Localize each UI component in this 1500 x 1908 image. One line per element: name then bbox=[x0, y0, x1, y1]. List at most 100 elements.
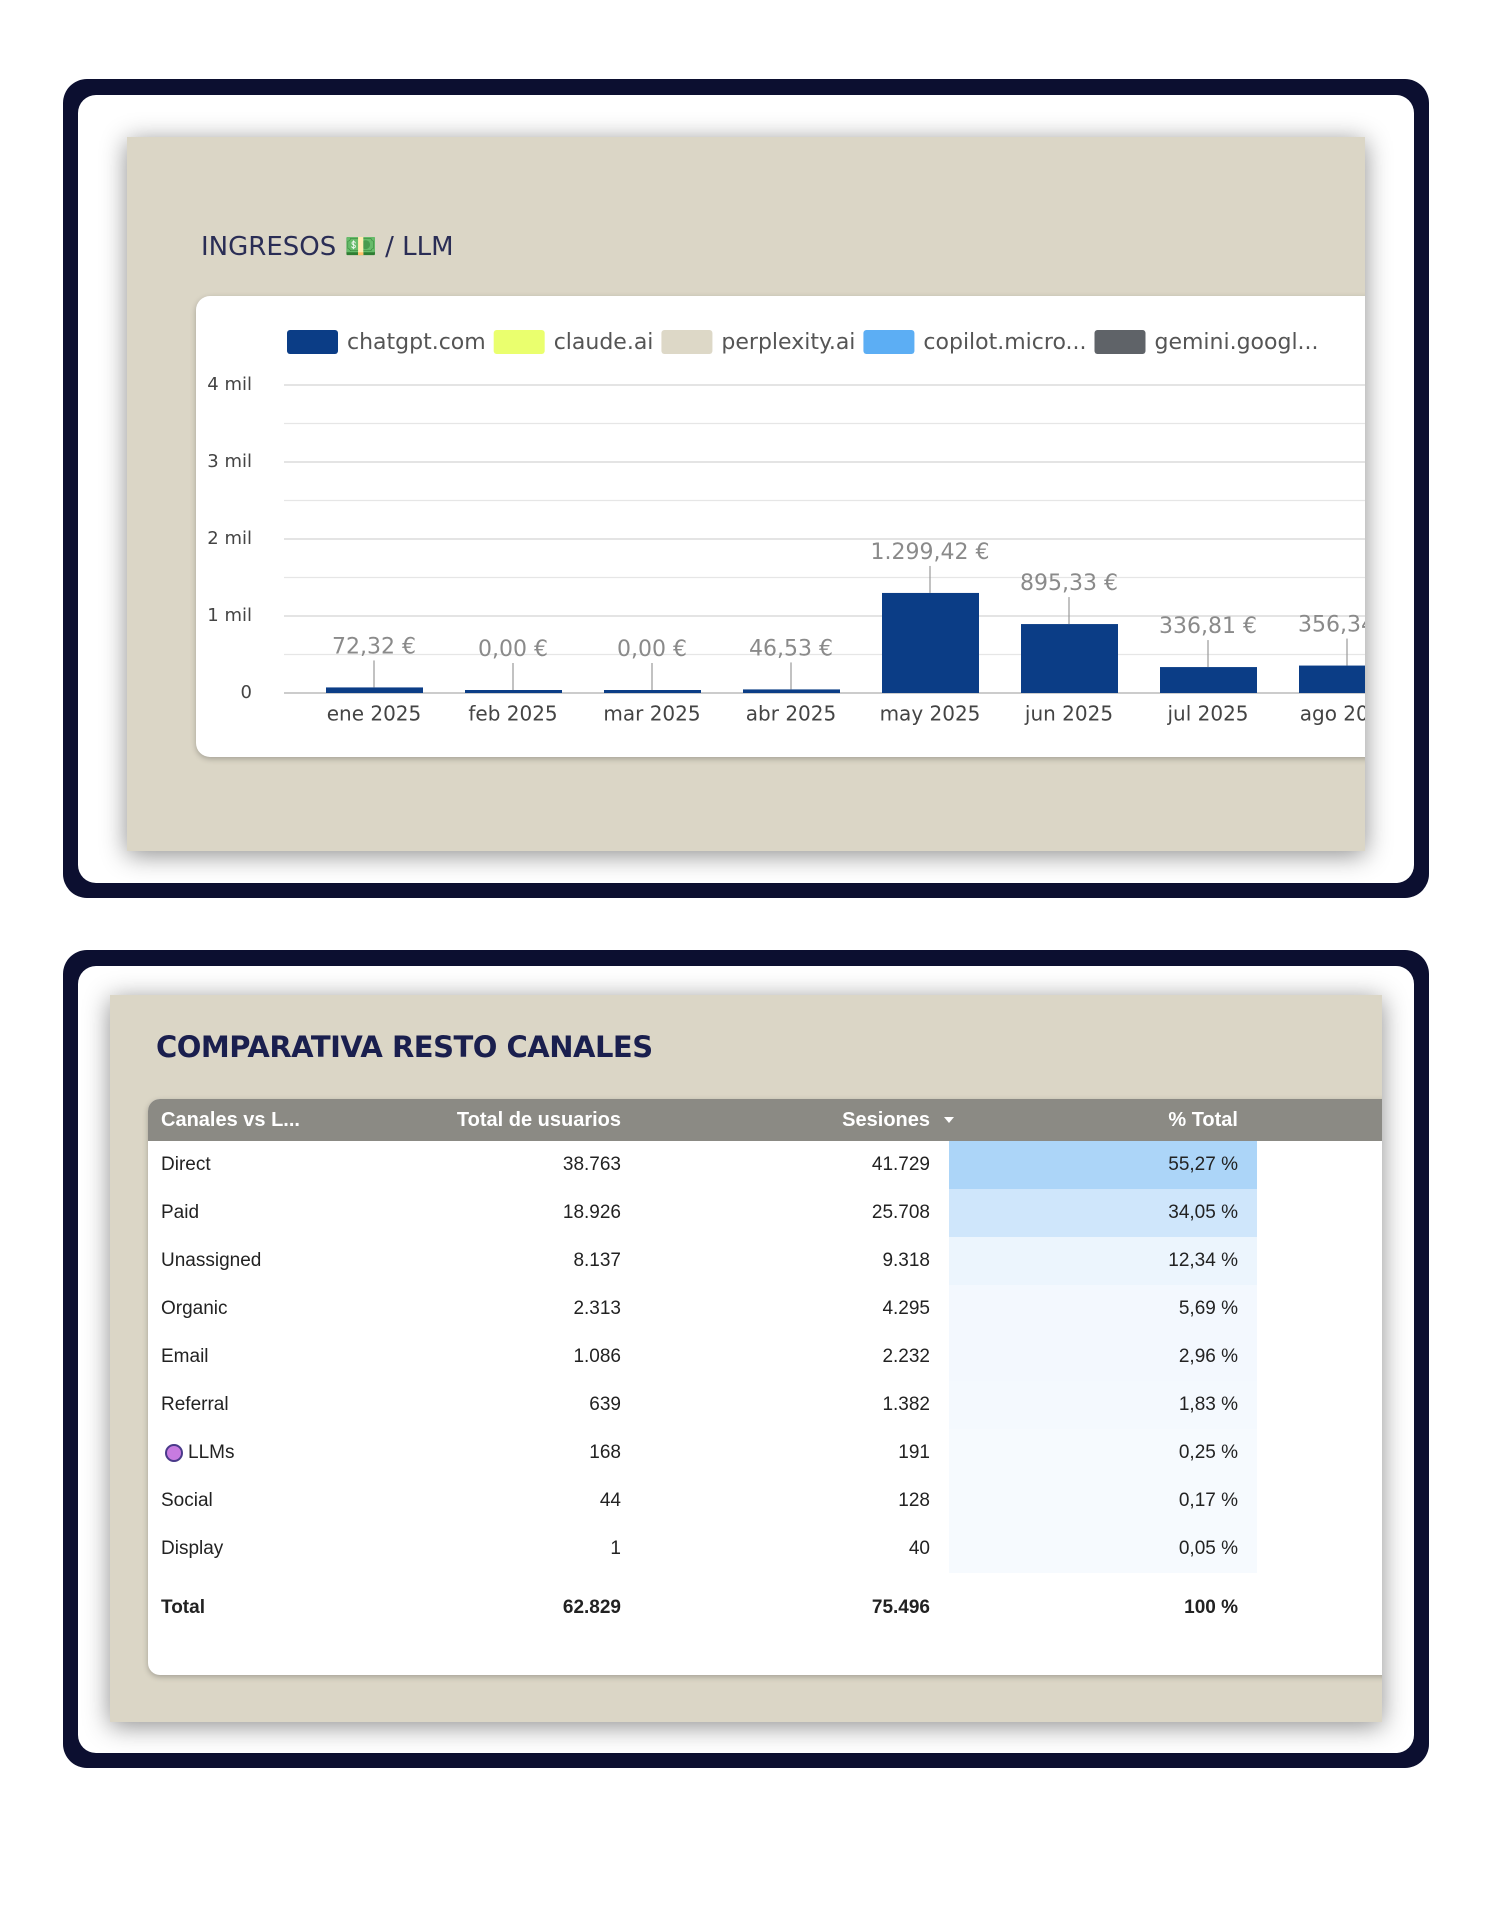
column-header: Total de usuarios bbox=[456, 1109, 621, 1131]
heat-cell bbox=[949, 1237, 1257, 1285]
row-label: Social bbox=[161, 1490, 213, 1511]
cell-value: 55,27 % bbox=[1168, 1154, 1238, 1175]
row-label: Email bbox=[161, 1346, 209, 1367]
cell-value: 0,17 % bbox=[1178, 1490, 1238, 1511]
row-label: Display bbox=[161, 1538, 224, 1559]
total-value: 62.829 bbox=[562, 1597, 621, 1618]
value-label: 336,81 € bbox=[1159, 614, 1257, 639]
y-tick-label: 0 bbox=[241, 682, 252, 703]
cell-value: 1 bbox=[610, 1538, 621, 1559]
heat-cell bbox=[949, 1525, 1257, 1573]
cell-value: 2.313 bbox=[573, 1298, 621, 1319]
y-tick-label: 4 mil bbox=[207, 374, 252, 395]
cell-value: 1.086 bbox=[573, 1346, 621, 1367]
heat-cell bbox=[949, 1141, 1257, 1189]
bar bbox=[604, 690, 701, 693]
row-label: Paid bbox=[161, 1202, 200, 1223]
bar bbox=[1160, 667, 1257, 693]
total-value: 100 % bbox=[1184, 1597, 1238, 1618]
cell-value: 4.295 bbox=[882, 1298, 930, 1319]
x-tick-label: jul 2025 bbox=[1166, 702, 1248, 726]
legend-label: perplexity.ai bbox=[721, 330, 855, 355]
legend-swatch bbox=[661, 330, 713, 354]
heat-cell bbox=[949, 1333, 1257, 1381]
cell-value: 25.708 bbox=[871, 1202, 930, 1223]
heat-cell bbox=[949, 1477, 1257, 1525]
cell-value: 18.926 bbox=[562, 1202, 621, 1223]
x-tick-label: abr 2025 bbox=[746, 702, 836, 726]
legend-swatch bbox=[1094, 330, 1146, 354]
value-label: 46,53 € bbox=[749, 636, 833, 661]
cell-value: 1,83 % bbox=[1178, 1394, 1238, 1415]
chart-card: 0 1 mil 2 mil 3 mil 4 mil chatgpt.com claude.a… bbox=[196, 296, 1365, 757]
row-label: Unassigned bbox=[161, 1250, 262, 1271]
cell-value: 2.232 bbox=[882, 1346, 930, 1367]
llm-icon bbox=[165, 1444, 183, 1462]
cell-value: 2,96 % bbox=[1178, 1346, 1238, 1367]
value-label: 0,00 € bbox=[478, 637, 548, 662]
total-value: 75.496 bbox=[871, 1597, 930, 1618]
legend-label: gemini.googl... bbox=[1155, 330, 1319, 355]
total-value: Total bbox=[161, 1597, 205, 1618]
heat-cell bbox=[949, 1429, 1257, 1477]
legend-swatch bbox=[493, 330, 545, 354]
legend-label: chatgpt.com bbox=[347, 330, 486, 355]
cell-value: 40 bbox=[908, 1538, 930, 1559]
cell-value: 8.137 bbox=[573, 1250, 621, 1271]
column-header: Canales vs L... bbox=[161, 1109, 300, 1131]
y-tick-label: 2 mil bbox=[207, 528, 252, 549]
legend-label: claude.ai bbox=[554, 330, 654, 355]
cell-value: 0,05 % bbox=[1178, 1538, 1238, 1559]
row-label: Organic bbox=[161, 1298, 228, 1319]
heat-cell bbox=[949, 1189, 1257, 1237]
x-tick-label: jun 2025 bbox=[1024, 702, 1113, 726]
bar bbox=[1021, 624, 1118, 693]
heat-cell bbox=[949, 1285, 1257, 1333]
bar bbox=[1299, 665, 1365, 693]
x-tick-label: may 2025 bbox=[880, 702, 981, 726]
chart-title: INGRESOS 💵 / LLM bbox=[201, 232, 454, 262]
y-tick-label: 1 mil bbox=[207, 605, 252, 626]
sort-header[interactable]: Sesiones bbox=[842, 1109, 930, 1131]
table-header: Canales vs L... Total de usuarios Sesiones… bbox=[148, 1099, 1382, 1141]
row-label: Referral bbox=[161, 1394, 229, 1415]
x-tick-label: feb 2025 bbox=[468, 702, 557, 726]
bar bbox=[326, 687, 423, 693]
sort-icon bbox=[944, 1117, 954, 1123]
x-tick-label: ene 2025 bbox=[327, 702, 422, 726]
bar bbox=[743, 689, 840, 693]
chart: 0 1 mil 2 mil 3 mil 4 mil chatgpt.com claude.a… bbox=[207, 330, 1365, 726]
cell-value: 639 bbox=[589, 1394, 621, 1415]
cell-value: 128 bbox=[898, 1490, 930, 1511]
value-label: 895,33 € bbox=[1020, 571, 1118, 596]
cell-value: 1.382 bbox=[882, 1394, 930, 1415]
table-panel: COMPARATIVA RESTO CANALES Canales vs L..… bbox=[110, 995, 1382, 1722]
cell-value: 12,34 % bbox=[1168, 1250, 1238, 1271]
cell-value: 44 bbox=[599, 1490, 621, 1511]
bar bbox=[465, 690, 562, 693]
cell-value: 5,69 % bbox=[1178, 1298, 1238, 1319]
cell-value: 191 bbox=[898, 1442, 930, 1463]
bar bbox=[882, 592, 979, 693]
value-label: 356,34 € bbox=[1298, 613, 1365, 638]
cell-value: 168 bbox=[589, 1442, 621, 1463]
value-label: 72,32 € bbox=[332, 634, 416, 659]
x-tick-label: ago 2025 bbox=[1300, 702, 1365, 726]
heat-cell bbox=[949, 1381, 1257, 1429]
row-label: LLMs bbox=[188, 1442, 235, 1463]
cell-value: 38.763 bbox=[562, 1154, 621, 1175]
cell-value: 9.318 bbox=[882, 1250, 930, 1271]
cell-value: 41.729 bbox=[871, 1154, 930, 1175]
y-tick-label: 3 mil bbox=[207, 451, 252, 472]
table-card: Canales vs L... Total de usuarios Sesiones… bbox=[148, 1099, 1382, 1675]
cell-value: 0,25 % bbox=[1178, 1442, 1238, 1463]
legend-label: copilot.micro... bbox=[923, 330, 1086, 355]
legend-swatch bbox=[287, 330, 338, 354]
value-label: 0,00 € bbox=[617, 637, 687, 662]
chart-panel: INGRESOS 💵 / LLM 0 1 mil 2 mil 3 mil 4 mil ch… bbox=[127, 137, 1365, 851]
x-tick-label: mar 2025 bbox=[603, 702, 700, 726]
row-label: Direct bbox=[161, 1154, 211, 1175]
column-header: % Total bbox=[1168, 1109, 1238, 1131]
cell-value: 34,05 % bbox=[1168, 1202, 1238, 1223]
